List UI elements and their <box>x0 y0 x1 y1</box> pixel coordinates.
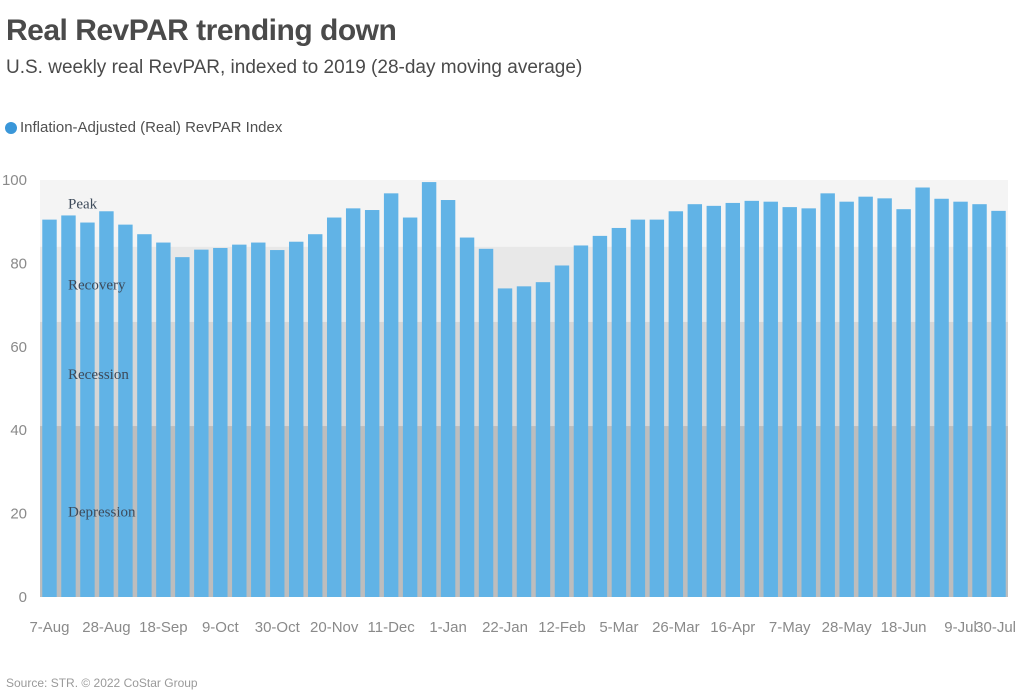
x-tick-label: 18-Jun <box>881 619 927 636</box>
bar <box>972 204 987 597</box>
y-tick-label: 60 <box>10 339 27 356</box>
bar <box>421 182 437 597</box>
bar <box>630 219 646 598</box>
bar <box>839 201 854 597</box>
y-tick-label: 40 <box>10 422 27 439</box>
bar <box>345 208 361 597</box>
bar <box>118 224 133 597</box>
band-label-recession: Recession <box>68 367 129 383</box>
bar <box>137 234 152 597</box>
bar <box>706 205 722 597</box>
band-label-recovery: Recovery <box>68 277 126 293</box>
bar <box>953 201 968 597</box>
y-tick-label: 20 <box>10 506 27 523</box>
y-tick-label: 80 <box>10 255 27 272</box>
legend: Inflation-Adjusted (Real) RevPAR Index <box>5 119 282 136</box>
bar <box>820 193 835 597</box>
bar <box>99 211 114 597</box>
bar <box>744 200 759 597</box>
bar <box>782 207 797 598</box>
x-tick-label: 30-Oct <box>255 619 301 636</box>
y-tick-label: 100 <box>2 172 27 189</box>
bar <box>80 222 95 597</box>
x-tick-label: 9-Oct <box>202 619 240 636</box>
bar <box>478 248 494 597</box>
source-note: Source: STR. © 2022 CoStar Group <box>6 676 198 690</box>
bar <box>440 200 456 598</box>
bar <box>516 286 532 597</box>
band-label-peak: Peak <box>68 196 98 212</box>
bar <box>497 288 513 597</box>
x-tick-label: 20-Nov <box>310 619 359 636</box>
chart-subtitle: U.S. weekly real RevPAR, indexed to 2019… <box>6 57 583 78</box>
x-tick-label: 26-Mar <box>652 619 700 636</box>
x-tick-label: 7-Aug <box>29 619 69 636</box>
bar <box>592 235 608 598</box>
bar <box>611 227 627 597</box>
x-tick-label: 7-May <box>769 619 811 636</box>
x-tick-label: 22-Jan <box>482 619 528 636</box>
bar <box>991 210 1006 597</box>
bar <box>61 215 76 597</box>
bar <box>801 208 816 597</box>
bar <box>194 249 209 597</box>
bar <box>649 219 665 598</box>
bar <box>763 201 778 597</box>
bar <box>725 202 740 597</box>
bar <box>308 234 323 597</box>
bar <box>156 242 171 598</box>
x-tick-label: 18-Sep <box>139 619 187 636</box>
bar <box>687 204 703 597</box>
x-tick-label: 28-Aug <box>82 619 130 636</box>
legend-swatch <box>5 121 17 134</box>
bar <box>554 265 570 597</box>
bar <box>289 241 304 597</box>
bar <box>402 217 418 597</box>
x-tick-label: 5-Mar <box>599 619 638 636</box>
bar <box>535 282 551 597</box>
bar <box>934 198 949 597</box>
bar <box>858 196 873 597</box>
bar <box>896 209 911 597</box>
chart-title: Real RevPAR trending down <box>6 14 397 47</box>
bar <box>668 211 684 597</box>
bar <box>42 219 57 598</box>
bar <box>573 245 589 597</box>
bar <box>877 198 892 597</box>
bar <box>915 187 930 598</box>
x-tick-label: 16-Apr <box>710 619 755 636</box>
legend-label: Inflation-Adjusted (Real) RevPAR Index <box>20 119 283 136</box>
x-tick-label: 12-Feb <box>538 619 586 636</box>
band-label-depression: Depression <box>68 505 136 521</box>
x-tick-label: 30-Jul <box>975 619 1016 636</box>
bar <box>326 217 342 597</box>
x-tick-label: 11-Dec <box>368 619 416 636</box>
bar <box>232 244 247 597</box>
bar <box>383 193 399 597</box>
x-tick-label: 1-Jan <box>429 619 467 636</box>
bar <box>251 242 266 598</box>
bar <box>364 210 380 598</box>
bar <box>270 250 285 597</box>
x-tick-label: 28-May <box>822 619 873 636</box>
bar <box>459 237 475 597</box>
x-tick-label: 9-Jul <box>944 619 977 636</box>
bar <box>175 257 190 597</box>
y-tick-label: 0 <box>19 589 27 606</box>
bar <box>213 247 228 597</box>
